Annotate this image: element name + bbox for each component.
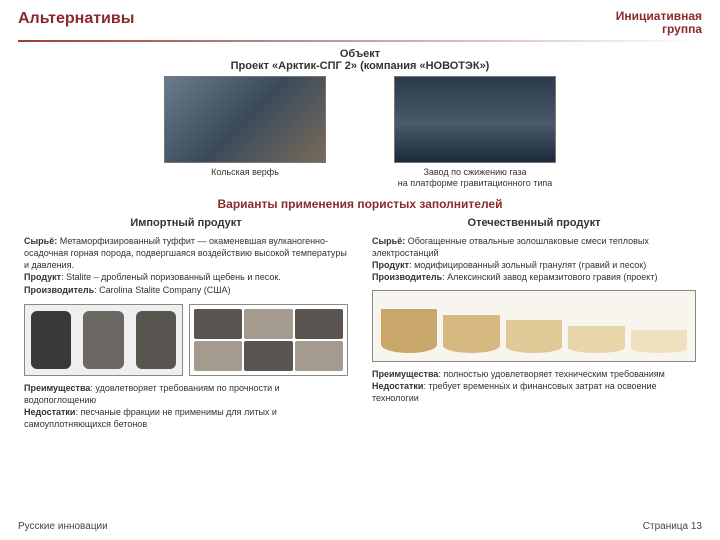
domestic-prod-label: Продукт <box>372 260 409 270</box>
import-prod-label: Продукт <box>24 272 61 282</box>
domestic-maker-label: Производитель <box>372 272 442 282</box>
grain-pile-icon <box>568 326 624 353</box>
domestic-raw-label: Сырьё: <box>372 236 405 246</box>
header-divider <box>18 40 702 42</box>
domestic-prod: : модифицированный зольный гранулят (гра… <box>409 260 646 270</box>
import-adv-label: Преимущества <box>24 383 90 393</box>
rock-sample-icon <box>136 311 176 369</box>
import-maker: : Carolina Stalite Company (США) <box>94 285 230 295</box>
import-image-fractions <box>189 304 348 376</box>
domestic-maker: : Алексинский завод керамзитового гравия… <box>442 272 657 282</box>
object-image-platform-caption: Завод по сжижению газа на платформе грав… <box>375 167 575 189</box>
footer-right: Страница 13 <box>643 521 702 532</box>
rock-sample-icon <box>31 311 71 369</box>
platform-caption-l1: Завод по сжижению газа <box>423 167 526 177</box>
grain-pile-icon <box>631 330 687 353</box>
header-group-l2: группа <box>616 23 702 36</box>
import-raw: Метаморфизированный туффит — окаменевшая… <box>24 236 347 270</box>
rock-sample-icon <box>83 311 123 369</box>
footer-left: Русские инновации <box>18 521 108 532</box>
import-heading: Импортный продукт <box>24 217 348 229</box>
grain-pile-icon <box>443 315 499 353</box>
import-description: Сырьё: Метаморфизированный туффит — окам… <box>24 235 348 296</box>
import-image-rocks <box>24 304 183 376</box>
platform-caption-l2: на платформе гравитационного типа <box>398 178 553 188</box>
object-image-shipyard <box>164 76 326 163</box>
import-dis-label: Недостатки <box>24 407 75 417</box>
domestic-heading: Отечественный продукт <box>372 217 696 229</box>
grain-pile-icon <box>381 309 437 352</box>
object-image-shipyard-caption: Кольская верфь <box>145 167 345 178</box>
domestic-description: Сырьё: Обогащенные отвальные золошлаковы… <box>372 235 696 284</box>
import-prod: : Stalite – дробленый поризованный щебен… <box>61 272 281 282</box>
domestic-raw: Обогащенные отвальные золошлаковые смеси… <box>372 236 649 258</box>
column-domestic: Отечественный продукт Сырьё: Обогащенные… <box>372 217 696 436</box>
header-group-label: Инициативная группа <box>616 10 702 36</box>
object-label: Объект <box>0 48 720 60</box>
import-maker-label: Производитель <box>24 285 94 295</box>
domestic-adv-label: Преимущества <box>372 369 438 379</box>
domestic-pros-cons: Преимущества: полностью удовлетворяет те… <box>372 368 696 404</box>
import-pros-cons: Преимущества: удовлетворяет требованиям … <box>24 382 348 431</box>
grain-pile-icon <box>506 320 562 352</box>
import-raw-label: Сырьё: <box>24 236 57 246</box>
column-import: Импортный продукт Сырьё: Метаморфизирова… <box>24 217 348 436</box>
object-image-platform <box>394 76 556 163</box>
page-title: Альтернативы <box>18 10 134 28</box>
domestic-image-granulate <box>372 290 696 362</box>
object-name: Проект «Арктик-СПГ 2» (компания «НОВОТЭК… <box>0 60 720 72</box>
variants-section-title: Варианты применения пористых заполнителе… <box>0 197 720 211</box>
domestic-dis-label: Недостатки <box>372 381 423 391</box>
domestic-adv: : полностью удовлетворяет техническим тр… <box>438 369 665 379</box>
